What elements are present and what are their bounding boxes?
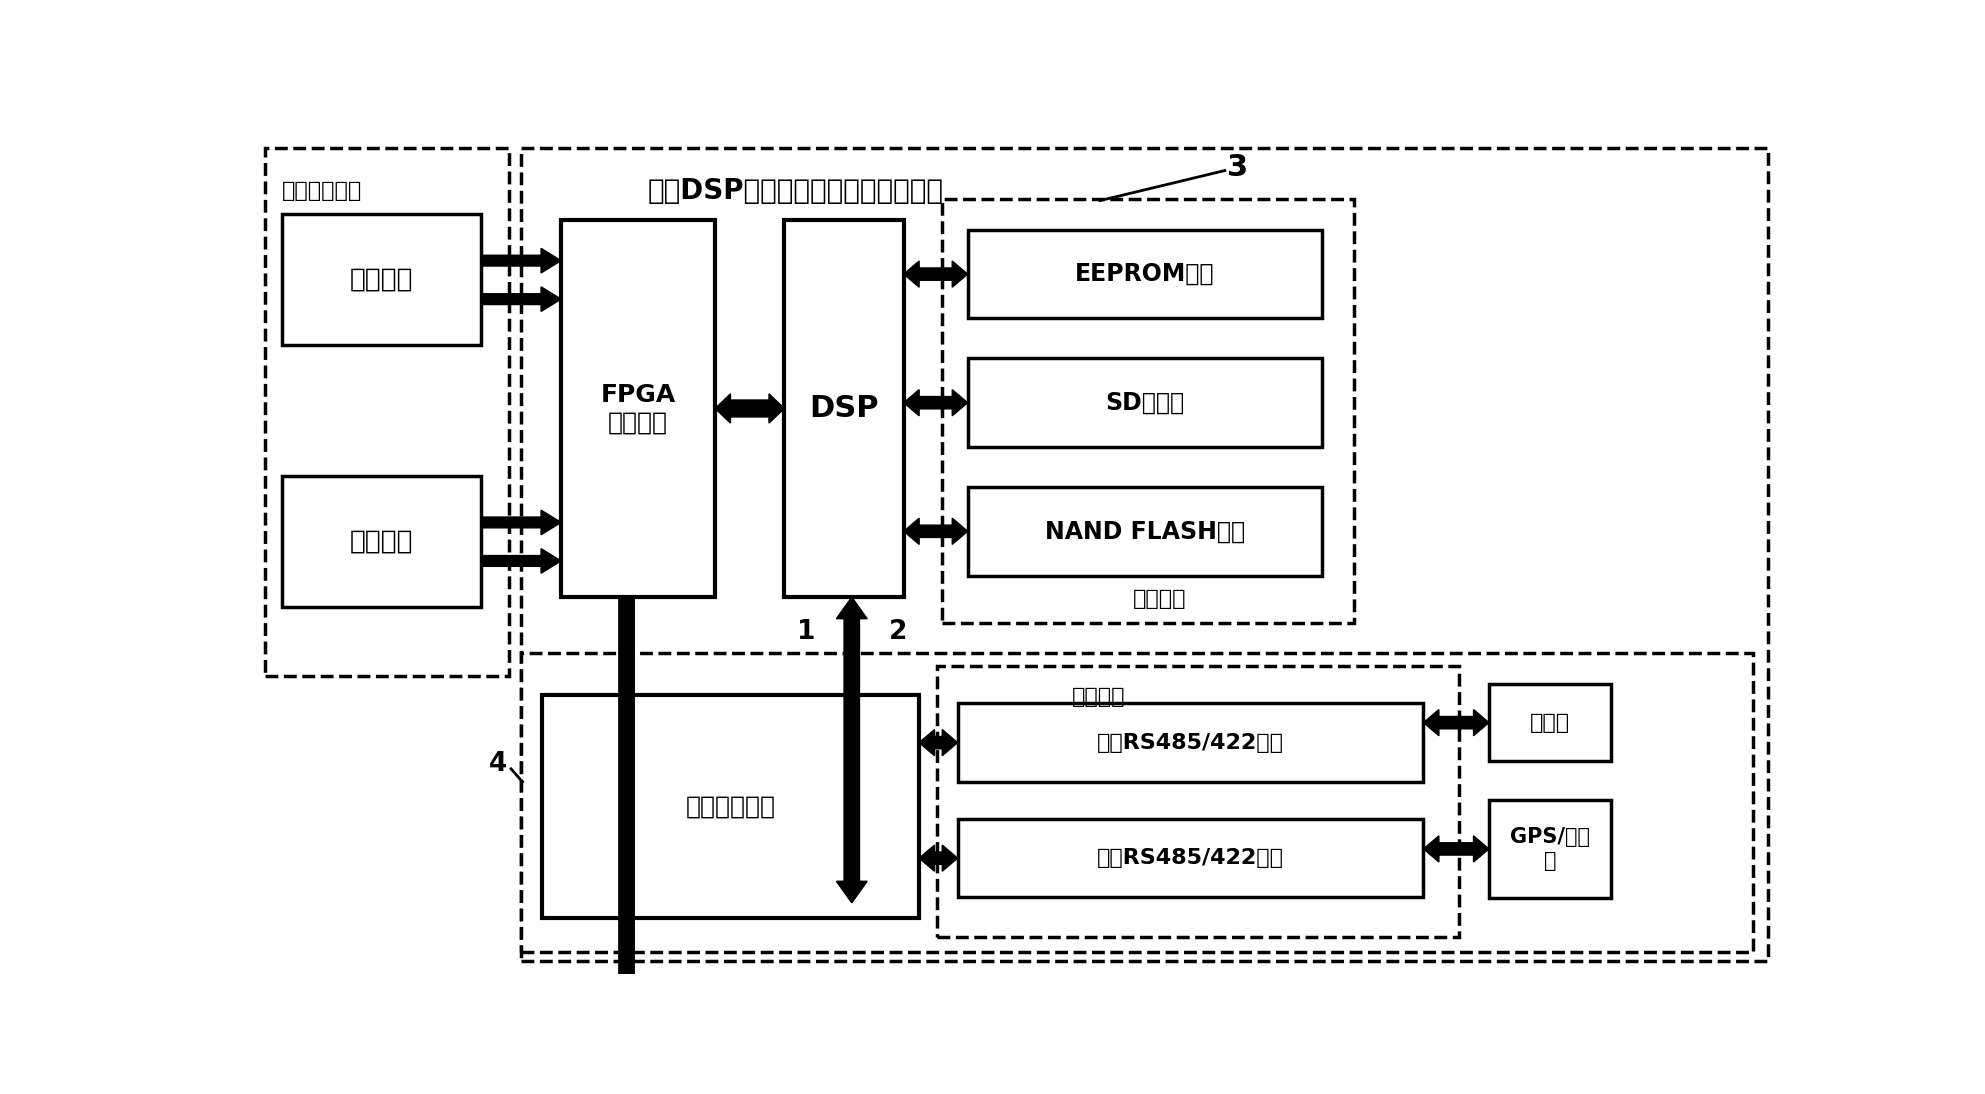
Text: GPS/计程
仪: GPS/计程 仪 bbox=[1511, 827, 1590, 871]
Text: 串并转换模块: 串并转换模块 bbox=[685, 794, 776, 818]
Polygon shape bbox=[480, 248, 562, 274]
Bar bbox=[1489, 684, 1610, 761]
Text: 1: 1 bbox=[796, 619, 816, 644]
Polygon shape bbox=[480, 548, 562, 573]
Bar bbox=[784, 220, 903, 597]
Bar bbox=[520, 653, 1753, 952]
Polygon shape bbox=[480, 287, 562, 312]
Bar bbox=[1489, 800, 1610, 898]
Polygon shape bbox=[903, 261, 967, 288]
Text: 光纤陀螺: 光纤陀螺 bbox=[349, 267, 413, 293]
Text: FPGA
采集模块: FPGA 采集模块 bbox=[601, 383, 675, 434]
Bar bbox=[957, 703, 1423, 782]
Polygon shape bbox=[903, 519, 967, 545]
Text: 存储模块: 存储模块 bbox=[1133, 590, 1187, 609]
Bar bbox=[282, 476, 480, 607]
Bar bbox=[967, 487, 1322, 575]
Text: EEPROM电路: EEPROM电路 bbox=[1076, 263, 1215, 287]
Text: 3: 3 bbox=[1227, 153, 1249, 182]
Bar bbox=[957, 819, 1423, 897]
Bar bbox=[520, 148, 1769, 961]
Polygon shape bbox=[611, 597, 641, 1094]
Text: 惯性测量装置: 惯性测量装置 bbox=[282, 181, 361, 200]
Bar bbox=[264, 148, 510, 676]
Text: 第二RS485/422总线: 第二RS485/422总线 bbox=[1098, 848, 1284, 869]
Text: DSP: DSP bbox=[810, 394, 879, 423]
Text: 基于DSP的光纤陀螺捷联惯导计算机: 基于DSP的光纤陀螺捷联惯导计算机 bbox=[647, 176, 945, 205]
Polygon shape bbox=[1423, 710, 1489, 736]
Bar bbox=[542, 695, 919, 918]
Polygon shape bbox=[919, 845, 957, 871]
Text: 加速度计: 加速度计 bbox=[349, 528, 413, 555]
Text: 4: 4 bbox=[488, 752, 506, 777]
Polygon shape bbox=[480, 510, 562, 535]
Bar bbox=[967, 230, 1322, 318]
Polygon shape bbox=[903, 389, 967, 416]
Bar bbox=[943, 199, 1354, 622]
Text: 通信模块: 通信模块 bbox=[1072, 687, 1125, 707]
Bar bbox=[562, 220, 715, 597]
Bar bbox=[937, 666, 1459, 938]
Bar bbox=[967, 359, 1322, 447]
Text: 第一RS485/422总线: 第一RS485/422总线 bbox=[1098, 733, 1284, 753]
Polygon shape bbox=[836, 597, 867, 903]
Polygon shape bbox=[715, 394, 784, 423]
Text: 2: 2 bbox=[889, 619, 907, 644]
Polygon shape bbox=[1423, 836, 1489, 862]
Text: 上位机: 上位机 bbox=[1530, 712, 1570, 733]
Polygon shape bbox=[919, 730, 957, 756]
Text: NAND FLASH电路: NAND FLASH电路 bbox=[1044, 520, 1245, 544]
Text: SD卡电路: SD卡电路 bbox=[1106, 391, 1185, 415]
Bar bbox=[282, 214, 480, 346]
